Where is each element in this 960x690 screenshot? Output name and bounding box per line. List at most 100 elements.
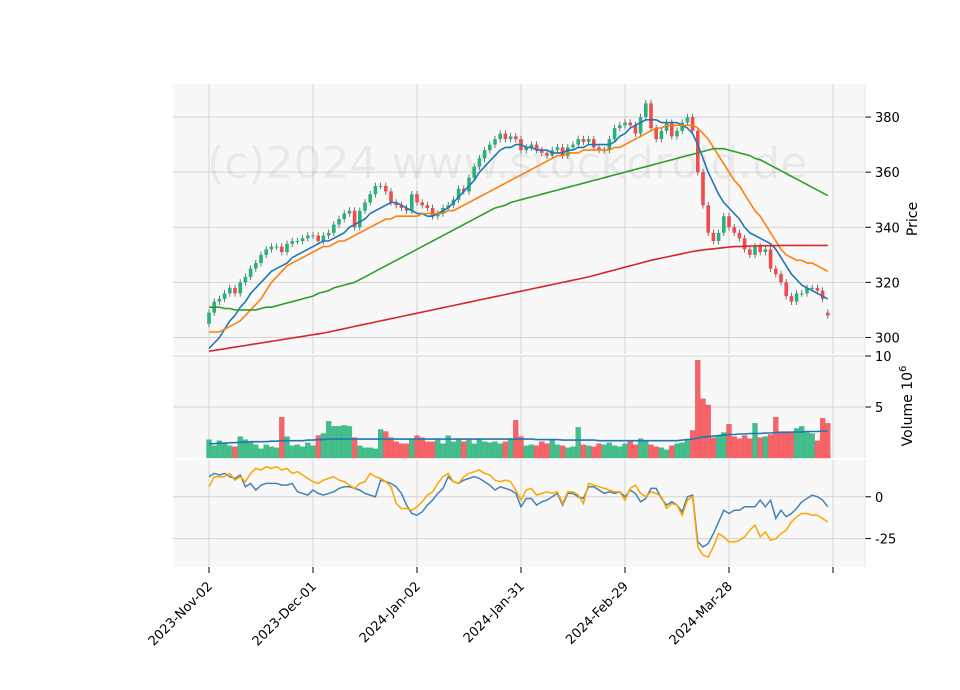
- candle-body: [680, 122, 684, 131]
- candle-body: [628, 122, 632, 126]
- candle-body: [467, 177, 471, 192]
- candle-body: [243, 276, 248, 283]
- volume-bar: [825, 423, 831, 459]
- candle-body: [508, 136, 513, 140]
- candle-body: [779, 274, 783, 283]
- candle-body: [259, 254, 263, 264]
- volume-bar: [497, 443, 503, 459]
- volume-bar: [731, 436, 737, 459]
- candle-body: [321, 235, 326, 242]
- x-tick-label: 2024-Jan-02: [357, 579, 424, 646]
- candle-body: [342, 213, 346, 219]
- volume-bar: [419, 437, 425, 459]
- price-y-tick-label: 320: [875, 276, 900, 291]
- volume-bar: [502, 441, 509, 459]
- volume-bar: [788, 432, 795, 459]
- volume-y-tick-label: 10: [875, 350, 892, 365]
- candle-body: [430, 207, 435, 217]
- price-panel-bg: [173, 84, 865, 354]
- volume-bar: [206, 439, 212, 459]
- candle-body: [722, 216, 726, 233]
- volume-bar: [611, 445, 618, 459]
- volume-bar: [414, 435, 420, 459]
- volume-bar: [523, 445, 529, 459]
- volume-bar: [585, 445, 592, 459]
- volume-bar: [804, 432, 810, 459]
- volume-bar: [435, 439, 441, 459]
- candle-body: [295, 241, 300, 243]
- volume-bar: [263, 444, 269, 459]
- candle-body: [311, 235, 315, 237]
- volume-bar: [507, 439, 514, 459]
- candle-body: [737, 232, 742, 239]
- volume-bar: [253, 444, 259, 459]
- volume-bar: [450, 441, 457, 459]
- candle-body: [274, 246, 279, 248]
- candle-body: [690, 117, 695, 131]
- volume-bar: [627, 441, 633, 459]
- volume-bar: [305, 442, 311, 459]
- volume-bar: [279, 417, 285, 459]
- volume-bar: [762, 436, 769, 459]
- candle-body: [529, 144, 534, 148]
- volume-bar: [492, 441, 498, 459]
- candle-body: [789, 296, 794, 302]
- volume-bar: [741, 435, 748, 459]
- volume-bar: [237, 436, 243, 459]
- volume-bar: [461, 441, 467, 459]
- candle-body: [540, 150, 544, 153]
- candle-body: [363, 202, 367, 211]
- candle-body: [264, 249, 268, 255]
- volume-bar: [518, 436, 524, 459]
- candle-body: [784, 282, 788, 297]
- volume-bar: [674, 443, 680, 459]
- volume-bar: [819, 418, 826, 459]
- volume-bar: [216, 440, 223, 459]
- volume-bar: [767, 434, 774, 459]
- volume-bar: [232, 446, 238, 459]
- candle-body: [815, 287, 820, 291]
- candle-body: [644, 103, 648, 118]
- volume-bar: [487, 442, 493, 459]
- volume-bar: [726, 424, 732, 459]
- volume-bar: [601, 444, 607, 459]
- volume-bar: [539, 441, 545, 459]
- candle-body: [228, 287, 232, 294]
- volume-bar: [351, 437, 358, 459]
- candle-body: [394, 202, 398, 206]
- volume-bar: [637, 438, 644, 459]
- candle-body: [560, 147, 565, 156]
- volume-bar: [211, 445, 217, 459]
- candle-body: [306, 235, 310, 239]
- candle-body: [248, 268, 253, 277]
- candle-body: [742, 238, 747, 250]
- volume-bar: [580, 444, 587, 459]
- volume-bar: [331, 426, 337, 459]
- price-y-tick-label: 380: [875, 111, 900, 126]
- price-y-tick-label: 340: [875, 221, 900, 236]
- candle-body: [711, 232, 716, 242]
- candle-body: [555, 147, 560, 151]
- oscillator-panel-bg: [173, 460, 865, 567]
- volume-bar: [700, 398, 706, 459]
- osc-y-tick-label: -25: [875, 533, 896, 548]
- candle-body: [534, 144, 539, 151]
- candle-body: [592, 139, 596, 148]
- candle-body: [581, 139, 586, 142]
- candle-body: [638, 117, 643, 134]
- volume-bar: [658, 447, 665, 459]
- volume-bar: [476, 438, 483, 459]
- candle-body: [352, 210, 357, 228]
- osc-y-tick-label: 0: [875, 491, 883, 506]
- volume-bar: [294, 444, 301, 459]
- x-tick-label: 2024-Jan-31: [461, 579, 528, 646]
- candle-body: [420, 202, 424, 206]
- candle-body: [649, 103, 653, 129]
- candle-body: [290, 241, 294, 244]
- volume-bar: [653, 446, 659, 459]
- candle-body: [633, 125, 638, 134]
- candle-body: [768, 249, 773, 269]
- candle-body: [472, 166, 476, 178]
- volume-bar: [679, 442, 685, 459]
